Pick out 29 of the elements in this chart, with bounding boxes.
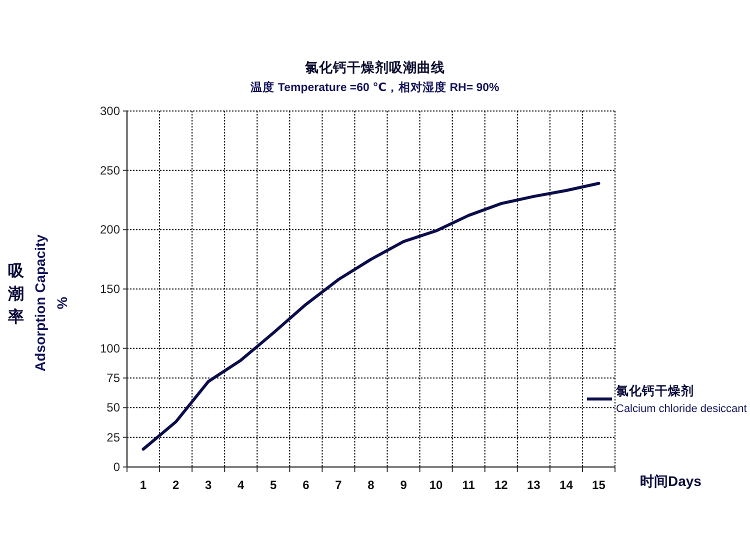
x-tick-label: 15 [592, 478, 606, 492]
y-tick-label: 0 [113, 460, 120, 474]
chart-subtitle: 温度 Temperature =60 ℃，相对湿度 RH= 90% [250, 80, 500, 94]
x-tick-label: 8 [368, 478, 375, 492]
x-tick-label: 4 [238, 478, 245, 492]
x-tick-label: 1 [140, 478, 147, 492]
x-tick-label: 3 [204, 478, 212, 492]
y-tick-label: 150 [100, 282, 120, 296]
y-tick-label: 300 [100, 104, 120, 118]
line-series [142, 182, 600, 451]
x-tick-label: 6 [302, 478, 310, 492]
legend-label: 氯化钙干燥剂 Calcium chloride desiccant [615, 383, 747, 415]
x-tick-label: 7 [335, 478, 342, 492]
x-tick-label: 5 [270, 478, 278, 492]
y-tick-label: 100 [100, 341, 120, 356]
x-axis-title: 时间Days [640, 473, 702, 489]
x-tick-label: 12 [494, 478, 508, 492]
y-tick-label: 50 [106, 400, 120, 415]
y-tick-label: 200 [100, 222, 120, 237]
x-tick-label: 2 [172, 478, 180, 492]
y-tick-label: 250 [100, 163, 120, 178]
y-tick-label: 25 [106, 430, 120, 444]
x-tick-label: 9 [400, 478, 408, 492]
y-tick-label: 75 [106, 371, 120, 385]
x-tick-label: 11 [462, 478, 476, 492]
x-tick-label: 14 [560, 478, 574, 492]
x-tick-label: 13 [526, 478, 541, 492]
x-tick-label: 10 [429, 478, 444, 492]
chart-title: 氯化钙干燥剂吸潮曲线 [304, 59, 445, 75]
